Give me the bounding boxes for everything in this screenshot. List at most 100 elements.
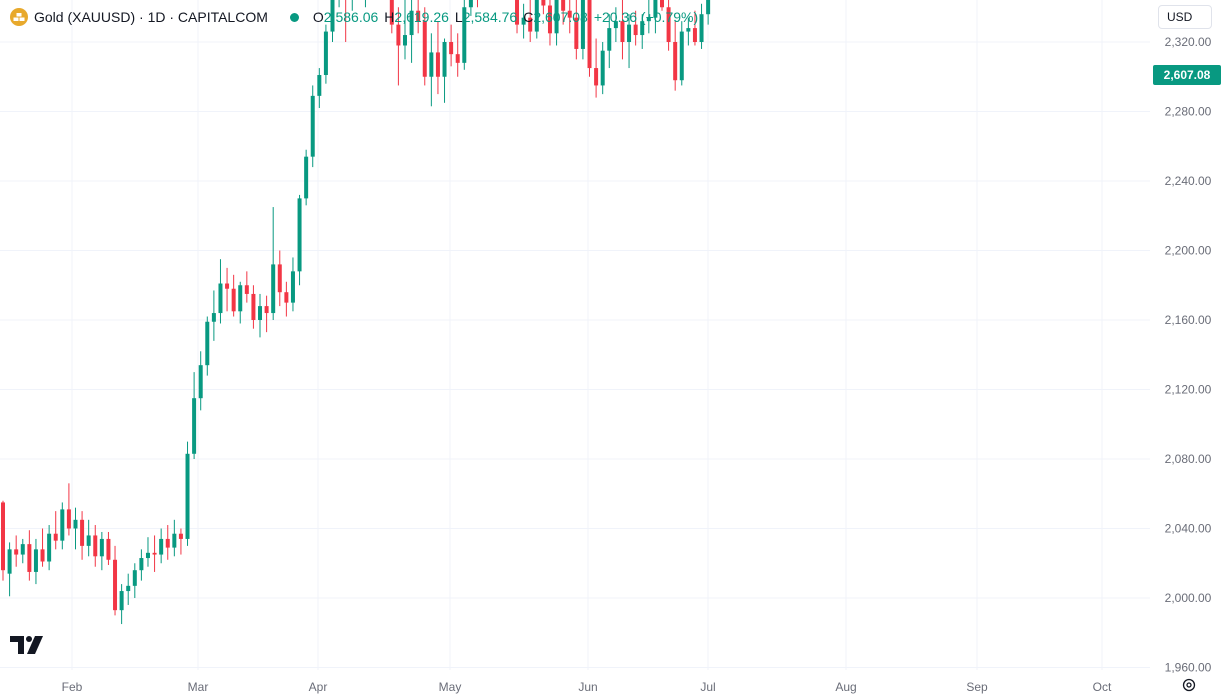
high-value: 2,619.26 (394, 9, 449, 25)
candle-body (106, 538, 111, 560)
y-tick-label: 2,080.00 (1165, 452, 1212, 466)
x-tick-label: Feb (62, 680, 83, 694)
candle-body (178, 533, 183, 539)
candle-body (126, 585, 131, 592)
candle-body (429, 52, 434, 77)
x-tick-label: Mar (188, 680, 209, 694)
candle-body (271, 264, 276, 314)
candle-body (692, 28, 697, 42)
tradingview-logo[interactable] (10, 636, 46, 661)
candle-body (304, 156, 309, 199)
market-status-dot (289, 12, 299, 22)
candle-body (528, 17, 533, 32)
x-tick-label: Oct (1093, 680, 1112, 694)
candle-body (284, 292, 289, 303)
candle-body (264, 306, 269, 314)
x-tick-label: Aug (835, 680, 856, 694)
candle-body (290, 271, 295, 303)
candle-body (86, 535, 91, 546)
candle-body (80, 519, 85, 546)
candle-body (587, 0, 592, 69)
candle-body (132, 570, 137, 586)
candle-body (93, 535, 98, 557)
candle-body (515, 0, 520, 25)
candlestick-series (1, 0, 711, 625)
candle-body (323, 31, 328, 76)
candle-body (402, 35, 407, 46)
currency-selector[interactable]: USD (1158, 5, 1212, 29)
candle-body (409, 10, 414, 36)
candle-body (449, 42, 454, 55)
candle-body (640, 21, 645, 36)
candle-body (152, 552, 157, 555)
candle-body (686, 28, 691, 32)
candle-body (547, 5, 552, 34)
y-tick-label: 2,280.00 (1165, 105, 1212, 119)
candle-body (435, 52, 440, 77)
candle-body (699, 14, 704, 42)
candle-body (574, 17, 579, 49)
candle-body (620, 21, 625, 42)
candle-body (33, 549, 38, 572)
candle-body (7, 549, 12, 574)
candle-body (416, 10, 421, 22)
candle-body (218, 283, 223, 314)
candle-body (225, 283, 230, 289)
candle-body (251, 293, 256, 320)
open-label: O (312, 9, 324, 25)
x-tick-label: Sep (966, 680, 988, 694)
candle-body (244, 285, 249, 294)
y-tick-label: 1,960.00 (1165, 661, 1212, 675)
candle-body (165, 538, 170, 548)
settings-gear-icon[interactable] (1181, 677, 1197, 698)
low-value: 2,584.76 (462, 9, 518, 25)
candle-body (534, 0, 539, 32)
candle-body (653, 0, 658, 18)
candle-body (159, 538, 164, 555)
candle-body (396, 24, 401, 46)
candle-body (238, 285, 243, 312)
candle-body (277, 264, 282, 293)
candle-body (27, 544, 32, 572)
candle-body (666, 7, 671, 42)
low-label: L (454, 9, 463, 25)
y-tick-label: 2,120.00 (1165, 383, 1212, 397)
y-tick-label: 2,000.00 (1165, 591, 1212, 605)
candle-body (462, 7, 467, 63)
candle-body (258, 306, 263, 320)
candle-body (297, 198, 302, 272)
candle-body (113, 559, 118, 611)
candle-body (53, 533, 58, 541)
y-tick-label: 2,320.00 (1165, 35, 1212, 49)
candle-body (73, 519, 78, 529)
x-tick-label: May (439, 680, 462, 694)
candle-body (192, 398, 197, 454)
candle-body (633, 24, 638, 36)
candle-body (47, 533, 52, 562)
candle-body (442, 42, 447, 77)
candle-body (14, 549, 19, 555)
gold-bars-icon (10, 8, 28, 26)
candle-body (627, 24, 632, 42)
candle-body (66, 509, 71, 529)
candle-body (40, 549, 45, 562)
candle-body (211, 313, 216, 322)
candle-body (422, 21, 427, 77)
close-label: C (523, 9, 534, 25)
close-value: 2,607.08 (533, 9, 588, 25)
candle-body (389, 0, 394, 25)
candle-body (60, 509, 65, 541)
x-tick-label: Jun (578, 680, 597, 694)
y-tick-label: 2,200.00 (1165, 244, 1212, 258)
candle-body (172, 533, 177, 548)
candle-body (185, 453, 190, 539)
symbol-title[interactable]: Gold (XAUUSD) · 1D · CAPITALCOM (34, 9, 268, 25)
price-change: +20.36 (+0.79%) (593, 9, 699, 25)
candle-body (567, 10, 572, 18)
candle-body (521, 17, 526, 25)
last-price-label: 2,607.08 (1153, 65, 1221, 85)
y-tick-label: 2,240.00 (1165, 174, 1212, 188)
candle-body (231, 288, 236, 312)
candle-body (1, 502, 5, 571)
